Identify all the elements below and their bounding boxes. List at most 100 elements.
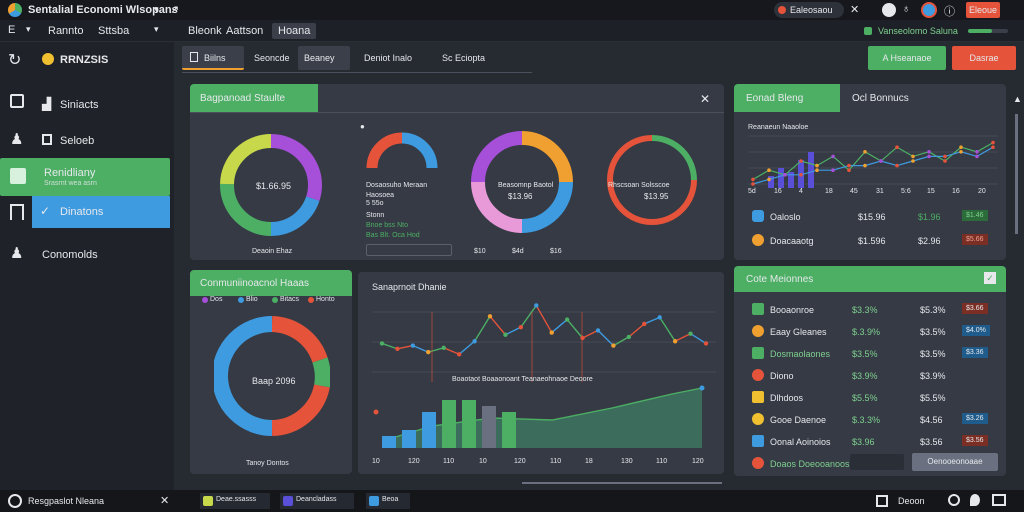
data-point	[783, 173, 787, 177]
market-row[interactable]: Dlhdoos $5.5% $5.5%	[748, 388, 998, 408]
series-segment	[690, 333, 707, 345]
asset-badge: $3.56	[962, 435, 988, 446]
search-tab[interactable]: Ealeosaou	[774, 2, 844, 18]
menu-item-5[interactable]: Hoana	[272, 23, 317, 39]
trend-row-1[interactable]: Oaloslo $15.96 $1.96 $1.46	[748, 208, 998, 226]
series-segment	[520, 305, 537, 328]
tab-3[interactable]: Beaney	[298, 46, 350, 70]
sidebar-item-dinatons[interactable]: ✓ Dinatons	[32, 196, 170, 228]
series-segment	[644, 316, 660, 325]
sidebar-item-siniacts[interactable]: ▟ Siniacts	[0, 86, 174, 120]
check-icon[interactable]: ✓	[984, 272, 996, 284]
sidebar-item-label: Conomolds	[42, 249, 98, 261]
app-icon	[369, 496, 379, 506]
close-tab-icon[interactable]: ✕	[850, 4, 860, 16]
remove-button[interactable]: Dasrae	[952, 46, 1016, 70]
panel-title: Sanaprnoit Dhanie	[372, 282, 447, 292]
brand-icon	[42, 53, 54, 65]
toolbar: Biilns Seoncde Beaney Deniot Inalo Sc Ec…	[174, 42, 1024, 74]
data-point	[959, 150, 963, 154]
data-point	[863, 163, 867, 168]
axis-tick: 110	[656, 458, 668, 465]
market-row[interactable]: Dosmaolaones $3.5% $3.5% $3.36	[748, 344, 998, 364]
menu-item-1[interactable]: Rannto	[48, 25, 84, 37]
drop-icon[interactable]	[970, 494, 980, 506]
window-icon[interactable]	[992, 494, 1006, 506]
github-icon[interactable]	[882, 3, 896, 17]
menu-icon[interactable]: E	[8, 24, 16, 36]
chevron-down-icon[interactable]: ▾	[154, 4, 159, 14]
market-row[interactable]: Gooe Daenoe $.3.3% $4.56 $3.26	[748, 410, 998, 430]
donut-2-line-2: 5 55o	[366, 200, 384, 207]
refresh-icon[interactable]: ↻	[8, 52, 22, 69]
taskbar-app-3[interactable]: Beoa	[366, 493, 410, 509]
market-row[interactable]: Eaay Gleanes $.3.9% $3.5% $4.0%	[748, 322, 998, 342]
chevron-down-icon[interactable]: ▾	[154, 24, 159, 34]
menu-item-2[interactable]: Sttsba	[98, 25, 130, 37]
donut-2-input[interactable]	[366, 244, 452, 256]
building-icon[interactable]	[10, 204, 24, 220]
arrow-icon[interactable]: ↗	[170, 4, 180, 16]
bell-icon[interactable]: ♁	[902, 3, 911, 15]
add-button[interactable]: A Hseanaoe	[868, 46, 946, 70]
market-row[interactable]: Booaonroe $3.3% $5.3% $3.66	[748, 300, 998, 320]
data-point	[767, 168, 771, 172]
window-title: Sentalial Economi Wlsopans	[28, 4, 178, 16]
alert-button[interactable]: Eleoue	[966, 2, 1000, 18]
taskbar-app-1[interactable]: Deae.ssasss	[200, 493, 270, 509]
coin-icon	[752, 210, 764, 222]
axis-tick: 31	[876, 188, 884, 195]
donut-2-detail-2: Bnoe bss Nto	[366, 222, 409, 229]
asset-name: Booaonroe	[770, 305, 815, 315]
close-icon[interactable]: ✕	[160, 495, 170, 507]
donut-3-tick-2: $4d	[512, 248, 524, 255]
menu-item-3[interactable]: Bleonk	[188, 25, 222, 37]
chevron-down-icon[interactable]: ▾	[26, 24, 31, 34]
trend-tab-2[interactable]: Ocl Bonnucs	[852, 93, 909, 104]
donut-1-label: $1.66.95	[256, 181, 292, 191]
info-icon[interactable]: ⓘ	[944, 6, 955, 18]
tab-2[interactable]: Seoncde	[254, 53, 290, 63]
legend: Dos Blio Bitacs Honto	[202, 296, 352, 306]
market-row[interactable]: Oonal Aoinoios $3.96 $3.56 $3.56	[748, 432, 998, 452]
scrollbar[interactable]	[522, 482, 722, 484]
avatar[interactable]	[921, 2, 937, 18]
close-icon[interactable]: ✕	[700, 92, 711, 106]
market-row[interactable]: Diono $3.9% $3.9%	[748, 366, 998, 386]
sidebar-item-seloeb[interactable]: ♟ Seloeb	[0, 122, 174, 156]
asset-icon	[752, 391, 764, 403]
start-icon[interactable]	[8, 494, 22, 508]
data-point	[580, 335, 585, 341]
footer-button[interactable]: Oenooeonoaae	[912, 453, 998, 471]
sidebar-item-renidliany[interactable]: Renidliany Srasrnt wea asrn	[0, 158, 170, 196]
scroll-thumb[interactable]	[1015, 114, 1018, 234]
right-scroll-strip[interactable]: ▲	[1010, 84, 1024, 490]
tab-5[interactable]: Sc Eciopta	[442, 53, 486, 63]
sidebar-item-label: Siniacts	[60, 99, 99, 111]
data-point	[911, 154, 915, 159]
asset-change: $4.56	[920, 415, 943, 425]
footer-field[interactable]	[850, 454, 904, 470]
menu-item-4[interactable]: Aattson	[226, 25, 264, 37]
data-point	[518, 324, 524, 330]
series-segment	[674, 333, 691, 342]
taskbar: Resgpaslot Nleana ✕ Deae.ssasss Deanclad…	[0, 490, 1024, 512]
area-caption: Boaotaot Boaaonoant Teanaeohnaoe Deoore	[452, 376, 593, 383]
start-label[interactable]: Resgpaslot Nleana	[28, 496, 105, 506]
trend-row-2[interactable]: Doacaaotg $1.596 $2.96 $5.66	[748, 232, 998, 250]
clock-icon[interactable]	[948, 494, 960, 506]
data-point	[672, 339, 678, 344]
chart-title: Reanaeun Naaoloe	[748, 124, 809, 131]
asset-icon	[752, 325, 764, 337]
data-point	[595, 328, 601, 333]
tab-4[interactable]: Deniot Inalo	[364, 53, 413, 63]
line-panel: Sanaprnoit Dhanie Boaotaot Boaaonoant Te…	[358, 272, 724, 484]
sidebar-item-conomolds[interactable]: ♟ Conomolds	[0, 236, 174, 270]
image-icon[interactable]	[876, 495, 888, 507]
data-point	[751, 182, 755, 186]
chevron-up-icon[interactable]: ▲	[1013, 94, 1022, 104]
chart-icon: ▟	[42, 97, 52, 111]
taskbar-app-2[interactable]: Deancladass	[280, 493, 354, 509]
trend-tab-1[interactable]: Eonad Bleng	[734, 84, 840, 112]
tab-1[interactable]: Biilns	[182, 46, 244, 70]
